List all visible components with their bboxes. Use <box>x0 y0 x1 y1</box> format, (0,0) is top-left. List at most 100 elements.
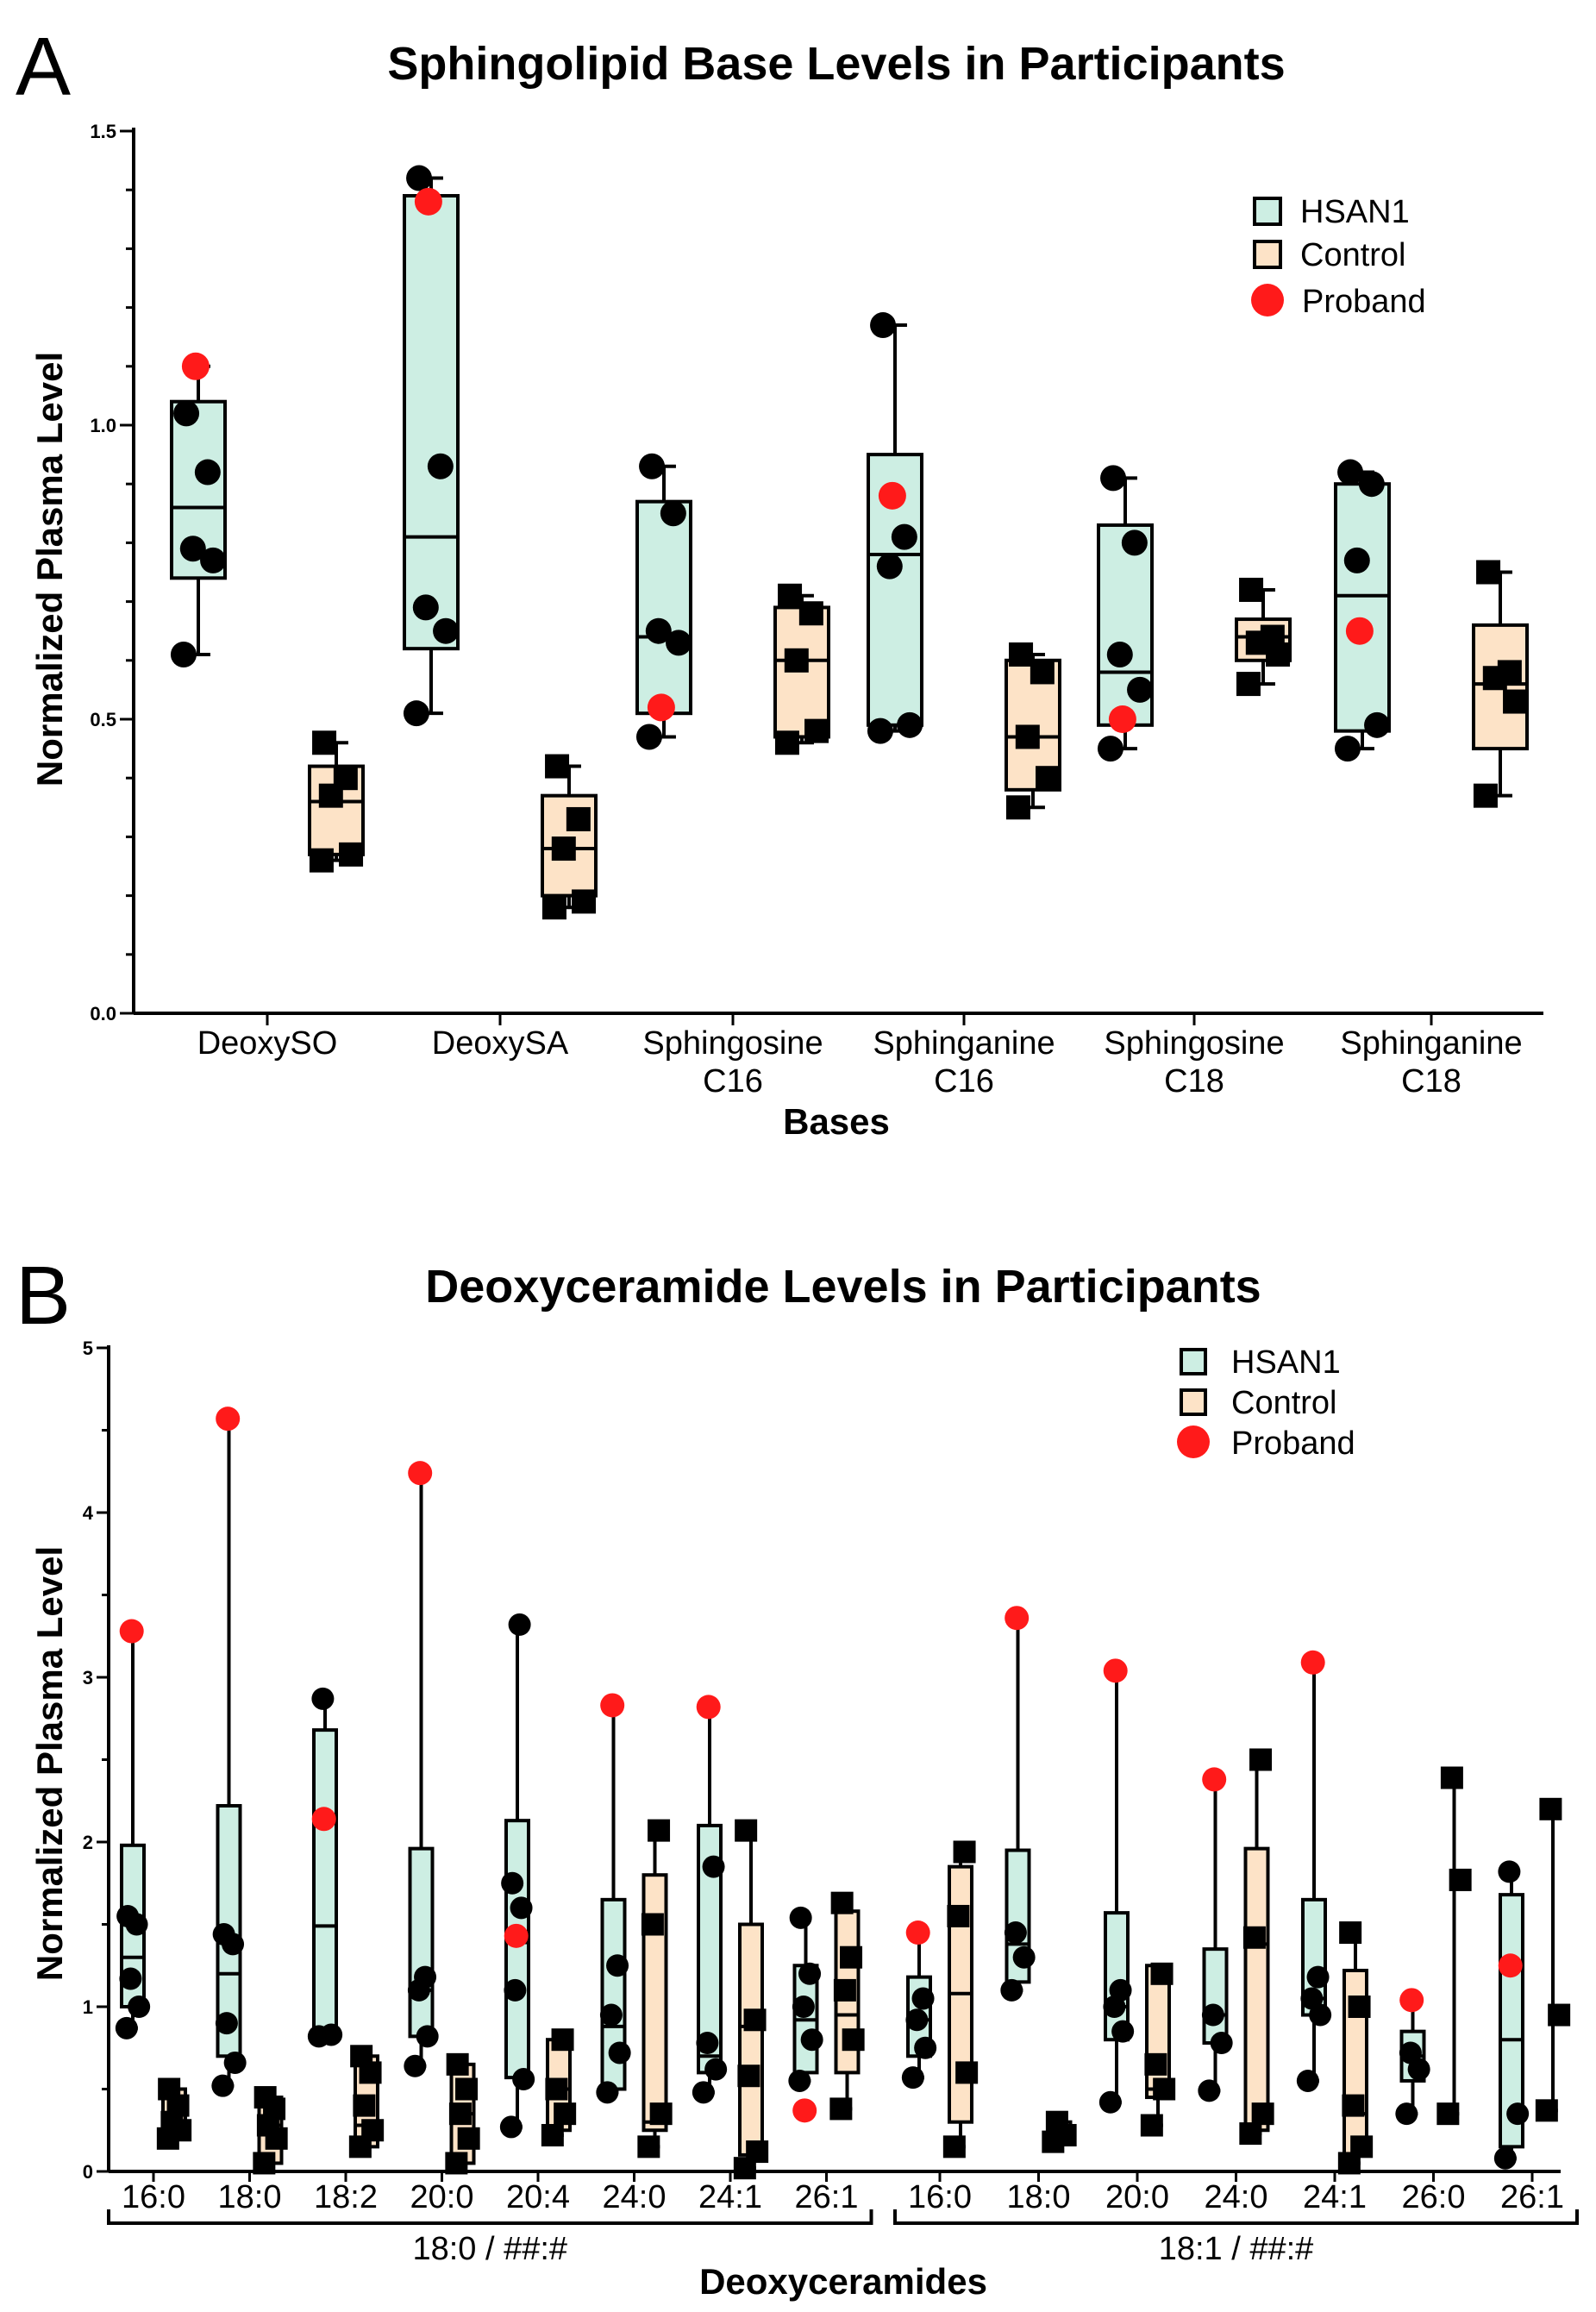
hsan1-point <box>1106 641 1133 667</box>
panel-b-category-label: 24:1 <box>698 2179 762 2215</box>
hsan1-point <box>1309 2003 1332 2027</box>
hsan1-point <box>876 553 903 580</box>
control-point <box>361 2119 385 2142</box>
panel-b-category-group <box>115 1619 192 2150</box>
panel-b-category-group <box>1000 1606 1077 2153</box>
hsan1-point <box>1004 1921 1027 1945</box>
hsan1-point <box>1407 2058 1430 2081</box>
hsan1-point <box>320 2023 343 2046</box>
control-point <box>1449 1868 1472 1891</box>
panel-b-category-label: 24:0 <box>603 2179 667 2215</box>
hsan1-point <box>696 2032 719 2055</box>
control-box <box>738 1922 764 2157</box>
hsan1-point <box>608 2041 631 2065</box>
hsan1-point <box>702 1855 725 1878</box>
control-point <box>1144 2052 1167 2076</box>
hsan1-point <box>1506 2102 1530 2126</box>
hsan1-proband-point <box>1202 1767 1227 1792</box>
panel-a-category-group <box>635 453 830 755</box>
hsan1-point <box>200 547 227 573</box>
hsan1-point <box>194 459 221 486</box>
control-point <box>551 836 576 862</box>
control-point <box>1348 1996 1371 2018</box>
hsan1-box <box>403 194 460 651</box>
control-point <box>566 806 591 831</box>
hsan1-point <box>867 717 893 744</box>
control-point <box>840 1945 863 1969</box>
hsan1-point <box>412 594 439 621</box>
hsan1-point <box>1198 2079 1221 2102</box>
hsan1-proband-point <box>696 1695 721 1720</box>
panel-b-y-tick-label: 5 <box>83 1338 93 1359</box>
hsan1-point <box>508 1613 531 1636</box>
panel-b-category-label: 26:1 <box>1500 2179 1564 2215</box>
hsan1-point <box>1300 1987 1324 2010</box>
legend-b-proband-label: Proband <box>1231 1425 1355 1462</box>
panel-b-x-axis-label: Deoxyceramides <box>699 2261 987 2302</box>
panel-b-category-label: 20:4 <box>506 2179 570 2215</box>
panel-b-y-tick-label: 0 <box>83 2161 93 2183</box>
panel-a-plot-area <box>170 165 1529 920</box>
panel-b-category-group <box>307 1687 385 2158</box>
hsan1-point <box>116 1904 140 1927</box>
control-point <box>842 2028 865 2052</box>
panel-a-category-group <box>403 165 598 920</box>
control-point <box>1497 660 1522 685</box>
control-point <box>1030 660 1055 685</box>
panel-a-category-label: DeoxySA <box>432 1025 569 1062</box>
hsan1-proband-point <box>1345 617 1374 645</box>
hsan1-proband-point <box>1103 1658 1128 1683</box>
hsan1-point <box>1498 1860 1521 1883</box>
hsan1-proband-point <box>647 693 675 722</box>
control-point <box>1535 2099 1558 2122</box>
panel-a-category-label: Sphingosine <box>642 1025 823 1062</box>
hsan1-proband-point <box>1300 1650 1325 1675</box>
hsan1-point <box>798 1962 822 1985</box>
control-point <box>1153 2077 1176 2101</box>
control-point <box>545 754 570 779</box>
control-point <box>339 842 364 867</box>
hsan1-point <box>660 500 686 527</box>
control-point <box>942 2135 966 2158</box>
panel-b-title: Deoxyceramide Levels in Participants <box>425 1261 1261 1313</box>
hsan1-point <box>1111 2020 1135 2043</box>
hsan1-proband-point <box>1498 1953 1523 1978</box>
panel-a-category-label: Sphinganine <box>873 1025 1055 1062</box>
control-point <box>735 1819 758 1842</box>
hsan1-point <box>599 2003 623 2027</box>
hsan1-point <box>1127 676 1154 703</box>
hsan1-point <box>499 2115 523 2139</box>
panel-letter-a: A <box>16 21 71 113</box>
control-point <box>1239 577 1264 602</box>
control-point <box>309 848 334 873</box>
hsan1-point <box>1334 736 1361 762</box>
hsan1-point <box>501 1871 524 1895</box>
control-point <box>737 2065 760 2088</box>
panel-b-y-tick-label: 1 <box>83 1996 93 2018</box>
panel-b-category-group <box>499 1613 577 2146</box>
hsan1-box <box>504 1819 530 2080</box>
control-point <box>457 2127 480 2150</box>
hsan1-point <box>1121 529 1148 556</box>
panel-b-category-label: 24:0 <box>1205 2179 1268 2215</box>
panel-b-category-group <box>692 1695 769 2180</box>
panel-b-category-label: 18:0 <box>1007 2179 1071 2215</box>
control-point <box>1150 1962 1174 1985</box>
hsan1-point <box>128 1996 151 2018</box>
hsan1-point <box>914 2036 937 2059</box>
panel-b-category-label: 16:0 <box>908 2179 972 2215</box>
control-point <box>743 2008 767 2032</box>
panel-b-y-axis-label: Normalized Plasma Level <box>29 1546 70 1981</box>
panel-b-group-bracket <box>107 2209 873 2225</box>
panel-b-plot-area <box>115 1407 1571 2180</box>
control-point <box>158 2077 181 2101</box>
hsan1-proband-point <box>181 352 210 380</box>
control-point <box>804 718 829 743</box>
panel-b-category-label: 20:0 <box>1105 2179 1169 2215</box>
panel-a-axes: 0.00.51.01.5 DeoxySO DeoxySA SphingosineC1… <box>90 121 1543 1100</box>
panel-b-category-group <box>1493 1797 1571 2170</box>
hsan1-point <box>1201 2003 1224 2027</box>
panel-a-category-label: C18 <box>1164 1063 1224 1100</box>
hsan1-point <box>1343 547 1370 573</box>
hsan1-point <box>416 2025 439 2048</box>
